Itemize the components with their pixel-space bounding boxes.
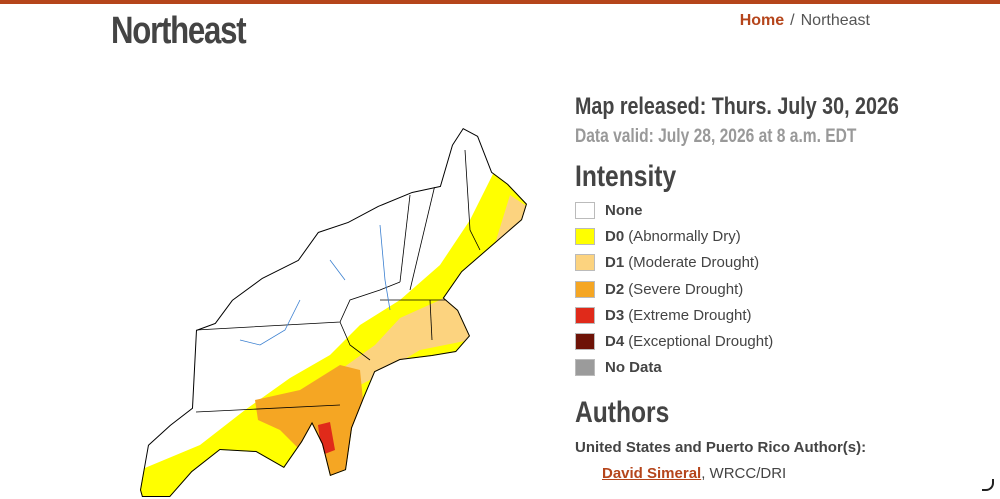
breadcrumb-current: Northeast [800, 12, 870, 29]
map-region [255, 365, 365, 480]
legend-code: No Data [605, 359, 662, 377]
authors-subtitle: United States and Puerto Rico Author(s): [575, 439, 867, 456]
legend-swatch [575, 202, 595, 219]
map-released: Map released: Thurs. July 30, 2026 [575, 93, 899, 120]
legend-swatch [575, 228, 595, 246]
legend-code: D4 (Exceptional Drought) [605, 332, 774, 350]
legend-title: Intensity [575, 160, 677, 193]
rivers [239, 224, 391, 346]
legend-code: D3 (Extreme Drought) [605, 306, 752, 324]
breadcrumb-home[interactable]: Home [739, 12, 785, 29]
authors-title: Authors [575, 396, 670, 429]
legend-label: (Moderate Drought) [628, 254, 760, 272]
page-title: Northeast [111, 10, 247, 52]
resize-corner [982, 479, 994, 491]
legend-label: (Abnormally Dry) [628, 228, 741, 246]
legend-label: (Severe Drought) [628, 280, 744, 298]
author-link[interactable]: David Simeral [602, 465, 702, 482]
legend-swatch [575, 254, 595, 272]
drought-map [140, 128, 527, 497]
legend-code: D0 (Abnormally Dry) [605, 228, 741, 246]
legend-label: (Exceptional Drought) [628, 332, 774, 350]
map-outline [140, 128, 527, 497]
data-valid: Data valid: July 28, 2026 at 8 a.m. EDT [575, 126, 857, 147]
legend-swatch [575, 280, 595, 298]
author-affiliation: , WRCC/DRI [701, 465, 787, 482]
legend-label: (Extreme Drought) [628, 306, 752, 324]
legend-code: D1 (Moderate Drought) [605, 254, 760, 272]
map-region [140, 170, 527, 497]
author-line: David Simeral, WRCC/DRI [602, 465, 786, 482]
map-fill [140, 128, 527, 497]
legend-swatch [575, 359, 595, 377]
breadcrumb-separator: / [790, 12, 795, 29]
top-bar [0, 0, 1000, 4]
legend-code: D2 (Severe Drought) [605, 280, 744, 298]
legend-code: None [605, 202, 643, 219]
breadcrumb: Home / Northeast [740, 12, 870, 30]
legend-swatch [575, 306, 595, 324]
legend-swatch [575, 332, 595, 350]
